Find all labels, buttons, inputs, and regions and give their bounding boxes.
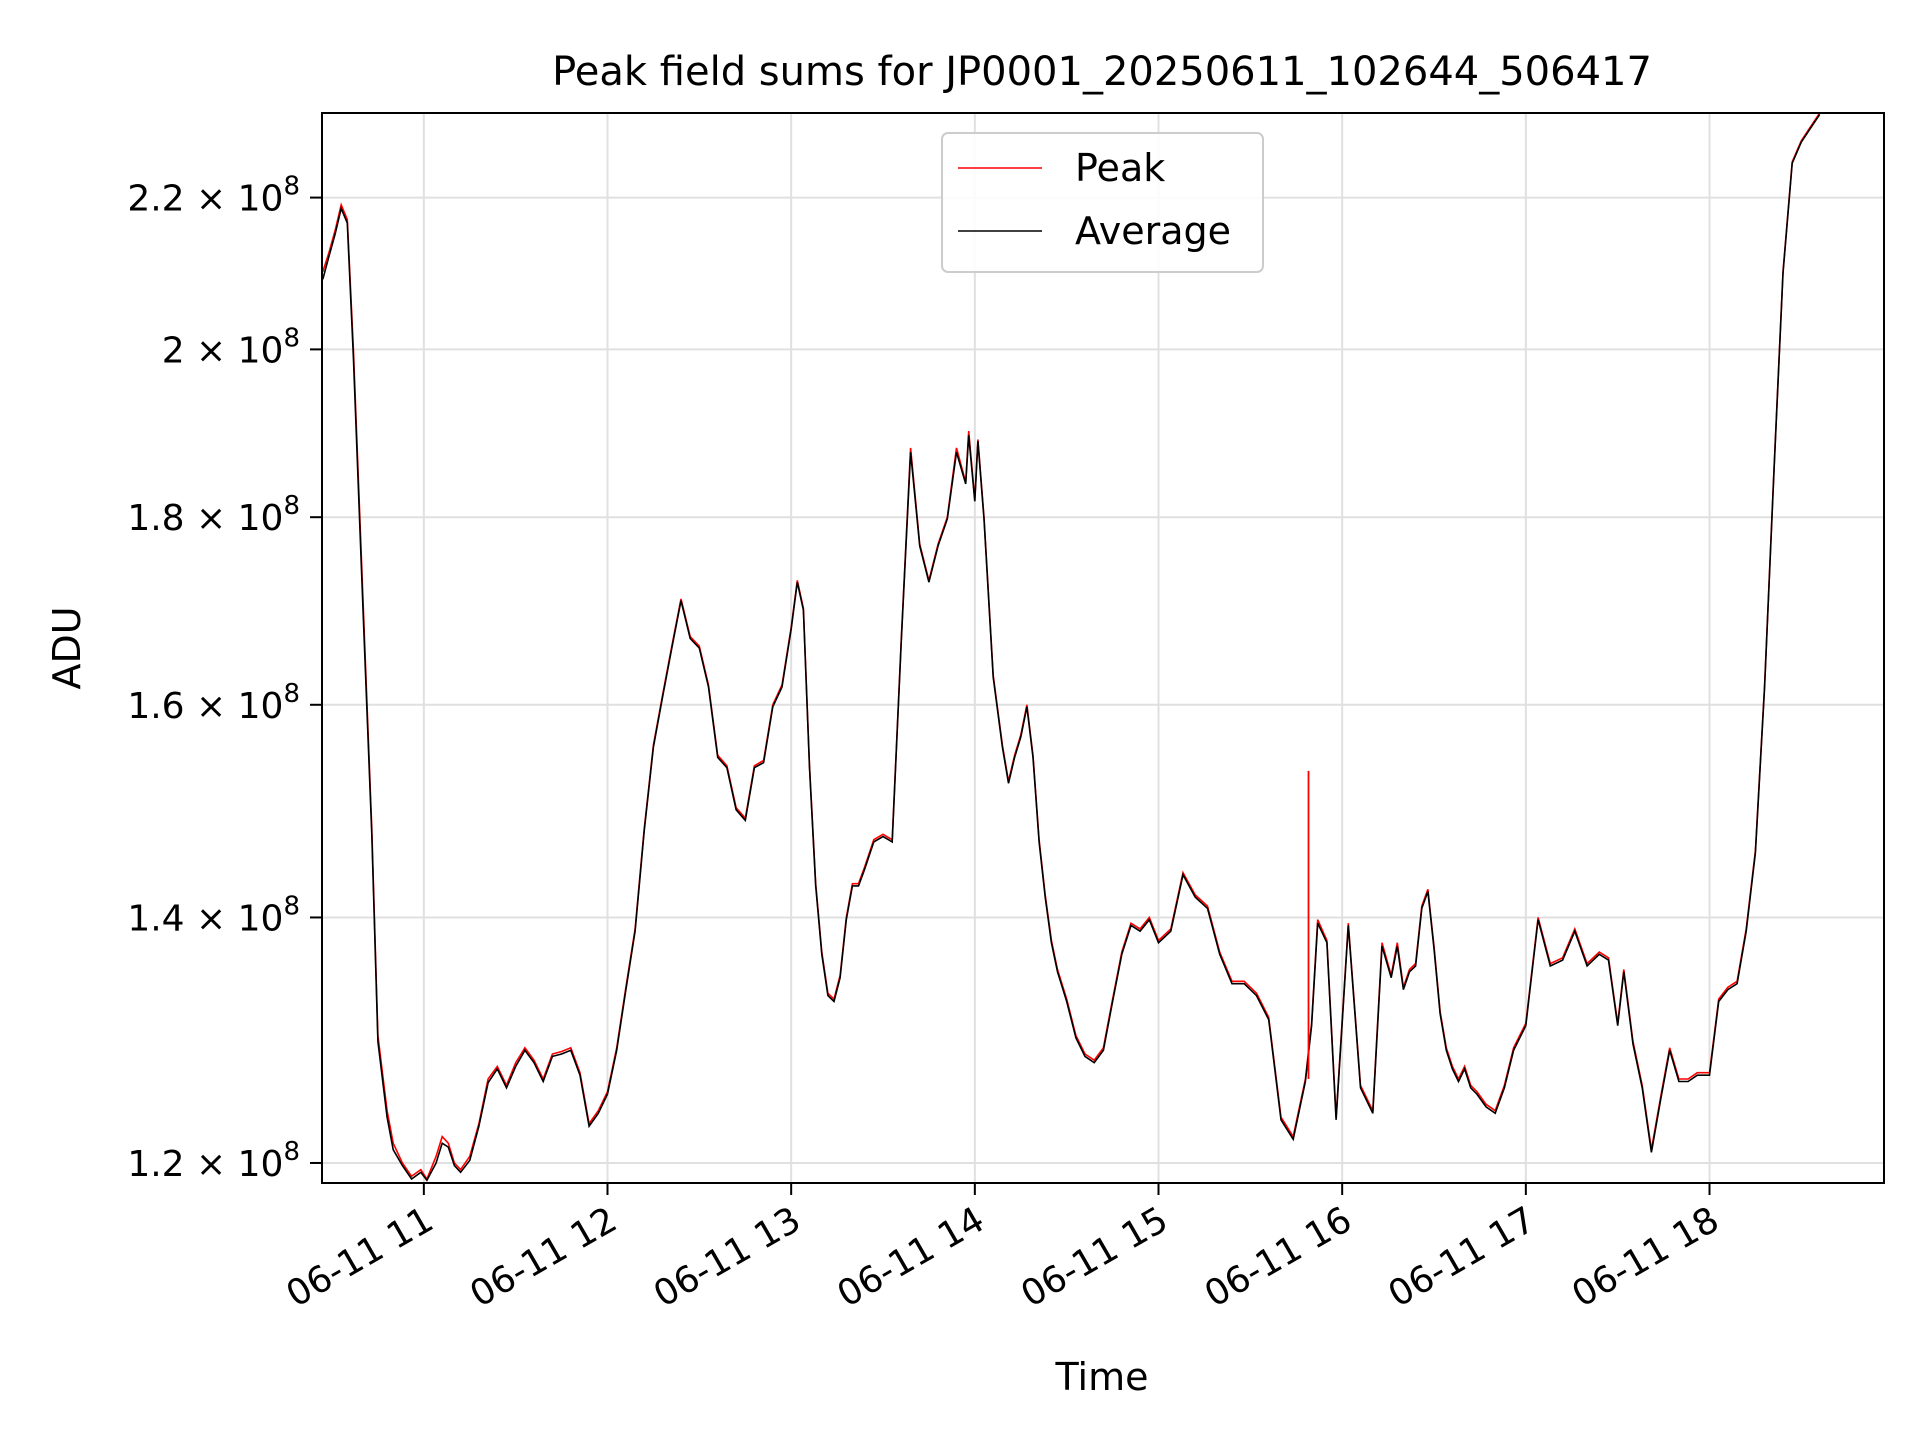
y-tick-label: 1.2 × 108 (127, 1137, 300, 1185)
y-tick-mantissa: 1.6 × 10 (127, 686, 283, 727)
y-tick-exponent: 8 (283, 1137, 300, 1167)
y-tick-mantissa: 1.4 × 10 (127, 898, 283, 939)
y-tick-exponent: 8 (283, 679, 300, 709)
y-tick-exponent: 8 (283, 323, 300, 353)
legend: Peak Average (941, 132, 1264, 273)
plot-area (322, 113, 1821, 1182)
series-line-average (322, 113, 1821, 1182)
y-tick-mantissa: 1.2 × 10 (127, 1144, 283, 1185)
y-tick-label: 2.2 × 108 (127, 172, 300, 220)
legend-label-peak: Peak (1075, 146, 1165, 190)
legend-label-average: Average (1075, 209, 1231, 253)
x-axis-label: Time (1055, 1355, 1149, 1399)
y-tick-label: 1.8 × 108 (127, 491, 300, 539)
chart-title: Peak field sums for JP0001_20250611_1026… (552, 49, 1652, 95)
y-tick-exponent: 8 (283, 491, 300, 521)
y-tick-exponent: 8 (283, 172, 300, 202)
y-tick-label: 2 × 108 (162, 323, 300, 371)
y-tick-mantissa: 1.8 × 10 (127, 498, 283, 539)
y-tick-label: 1.6 × 108 (127, 679, 300, 727)
plot-frame (321, 112, 1885, 1184)
y-tick-mantissa: 2.2 × 10 (127, 179, 283, 220)
y-tick-mantissa: 2 × 10 (162, 330, 284, 371)
y-tick-exponent: 8 (283, 891, 300, 921)
y-tick-label: 1.4 × 108 (127, 891, 300, 939)
y-axis-label: ADU (45, 606, 89, 689)
